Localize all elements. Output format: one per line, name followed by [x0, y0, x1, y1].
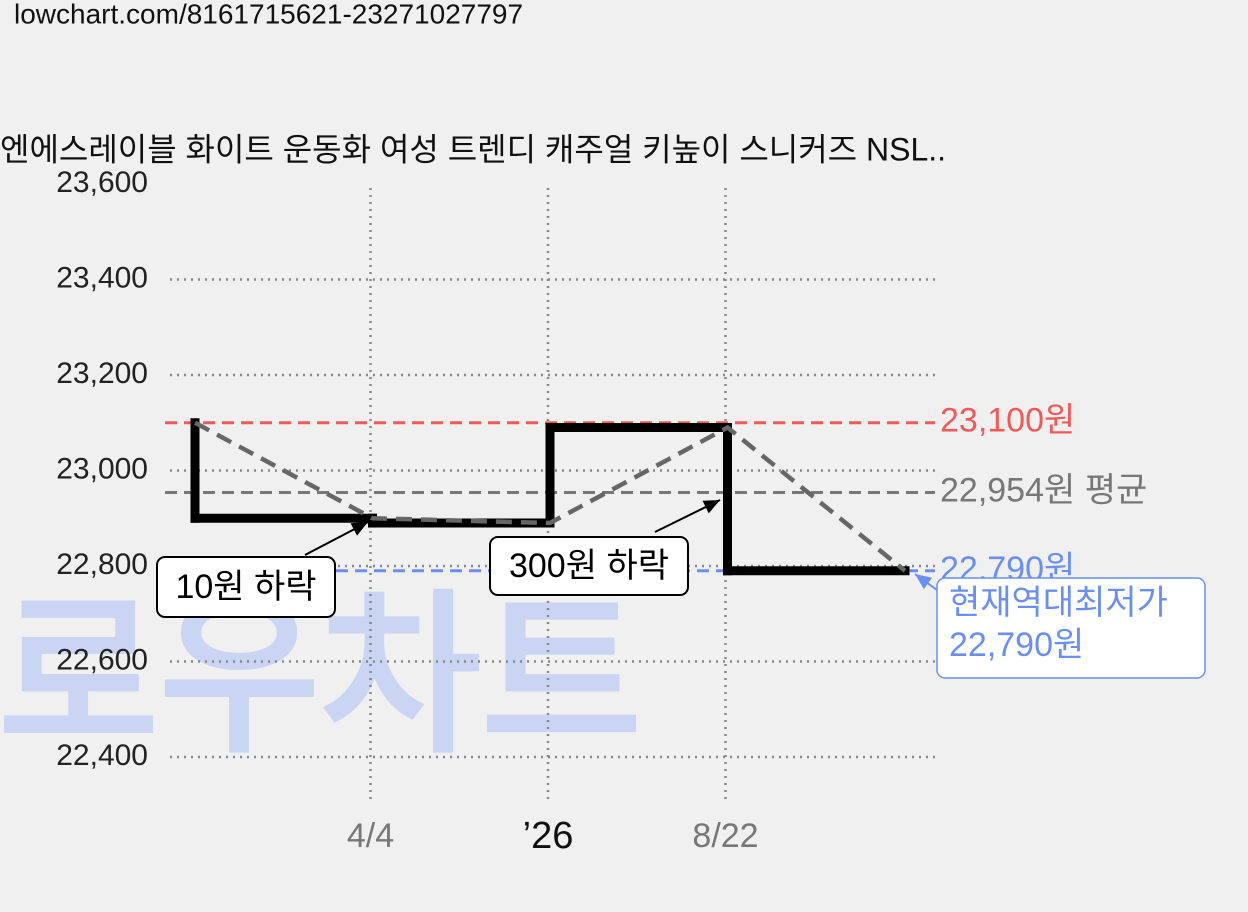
annotation-text: 10원 하락: [175, 568, 316, 606]
x-tick-label: 8/22: [692, 817, 758, 855]
annotation-arrowhead: [350, 522, 368, 536]
y-tick-label: 23,600: [56, 166, 148, 199]
annotation-text: 현재역대최저가: [949, 584, 1168, 622]
y-tick-label: 23,000: [56, 452, 148, 485]
annotation-box: [489, 536, 689, 596]
trend-line: [193, 420, 907, 573]
y-tick-label: 22,800: [56, 548, 148, 581]
y-tick-label: 22,600: [56, 643, 148, 676]
reference-label: 23,100원: [940, 402, 1075, 440]
reference-label: 22,954원 평균: [940, 471, 1147, 509]
annotation-box: [936, 577, 1206, 679]
annotation-text: 22,790원: [949, 626, 1084, 664]
x-tick-label: 4/4: [347, 817, 394, 855]
url: lowchart.com/8161715621-23271027797: [14, 0, 523, 29]
annotation-arrowhead: [915, 574, 933, 590]
y-tick-label: 22,400: [56, 739, 148, 772]
y-tick-label: 23,200: [56, 357, 148, 390]
annotation-box: [156, 556, 336, 618]
annotation-arrowhead: [702, 500, 720, 514]
chart-title: 엔에스레이블 화이트 운동화 여성 트렌디 캐주얼 키높이 스니커즈 NSL..: [0, 131, 946, 167]
x-tick-label: ’26: [523, 815, 574, 857]
y-tick-label: 23,400: [56, 261, 148, 294]
annotation-text: 300원 하락: [509, 547, 669, 585]
